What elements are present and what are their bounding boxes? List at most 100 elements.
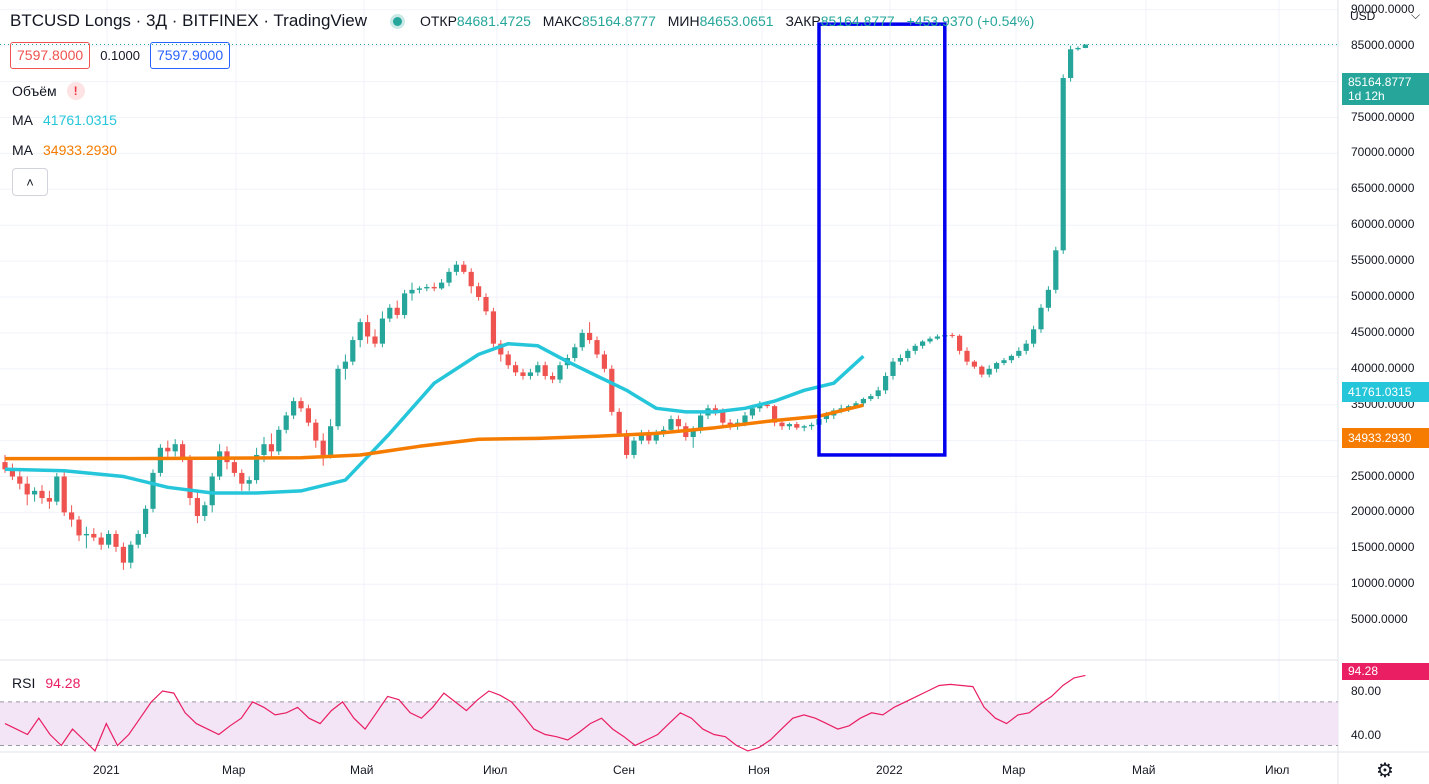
candle-body [468, 271, 474, 287]
candle [372, 329, 378, 348]
settings-gear-icon[interactable]: ⚙ [1376, 760, 1394, 782]
candle [402, 289, 408, 319]
candle [172, 439, 178, 457]
candle-body [335, 368, 341, 427]
candle-body [1068, 49, 1074, 79]
price-tick-label: 70000.0000 [1351, 145, 1415, 160]
candle-body [143, 508, 149, 534]
candle [986, 365, 992, 378]
candle [128, 541, 134, 569]
ma2-price-tag: 34933.2930 [1342, 428, 1429, 448]
candle-body [180, 444, 186, 459]
chevron-up-icon: ˄ [26, 174, 34, 190]
candle-body [624, 433, 630, 455]
candle-body [239, 472, 245, 484]
candle-body [868, 396, 874, 399]
candle [631, 437, 637, 459]
candle [387, 304, 393, 323]
candle [520, 368, 526, 380]
candle [54, 472, 60, 506]
candle-body [994, 363, 1000, 369]
candle [431, 282, 437, 292]
buy-button[interactable]: 7597.9000 [149, 42, 231, 69]
candle [594, 336, 600, 359]
ma2-legend[interactable]: MA 34933.2930 [12, 142, 117, 158]
candle-body [172, 444, 178, 452]
candle-body [986, 368, 992, 375]
candle [572, 343, 578, 362]
candle-body [498, 343, 504, 355]
high-label: МАКС [542, 13, 582, 29]
candle [868, 393, 874, 402]
spread-value: 0.1000 [100, 48, 140, 63]
candle-body [579, 332, 585, 348]
candle-body [1031, 329, 1037, 344]
candle [609, 365, 615, 416]
candle [513, 361, 519, 376]
candle [934, 334, 940, 341]
candle-body [698, 415, 704, 430]
candle [409, 282, 415, 301]
candle-body [379, 318, 385, 344]
candle [46, 490, 52, 509]
symbol-title[interactable]: BTCUSD Longs · 3Д · BITFINEX · TradingVi… [10, 11, 367, 30]
candle [217, 444, 223, 481]
volume-legend[interactable]: Объём ! [12, 82, 85, 100]
ma1-legend[interactable]: MA 41761.0315 [12, 112, 117, 128]
price-tick-label: 10000.0000 [1351, 576, 1415, 591]
candle [365, 314, 371, 344]
candle [1045, 286, 1051, 312]
market-status-icon [392, 16, 402, 26]
candle-body [890, 361, 896, 376]
candle-body [217, 451, 223, 477]
candle [83, 526, 89, 549]
candle [579, 329, 585, 351]
candle [542, 361, 548, 380]
candle [298, 397, 304, 412]
candle-body [261, 444, 267, 455]
candle [379, 311, 385, 348]
candle-body [912, 345, 918, 351]
time-tick-label: Июл [1265, 763, 1290, 777]
chevron-down-icon[interactable]: ⌵ [1411, 8, 1421, 22]
candle [283, 411, 289, 434]
candle-body [964, 350, 970, 362]
rsi-legend[interactable]: RSI 94.28 [12, 675, 80, 691]
candle-body [883, 375, 889, 391]
candle-body [875, 390, 881, 397]
candle [32, 487, 38, 502]
price-tick-label: 85000.0000 [1351, 37, 1415, 52]
candle-body [764, 404, 770, 407]
candle [949, 332, 955, 338]
candle [897, 354, 903, 366]
time-tick-label: Июл [483, 763, 508, 777]
open-label: ОТКР [419, 13, 457, 29]
candle-body [328, 426, 334, 455]
last-price-tag: 85164.8777 1d 12h [1342, 73, 1429, 105]
candle-body [557, 365, 563, 380]
candle-body [165, 447, 171, 452]
ma2-value: 34933.2930 [43, 142, 117, 158]
candle-body [957, 335, 963, 351]
collapse-legend-button[interactable]: ˄ [12, 168, 48, 196]
candle-body [61, 476, 67, 513]
warning-icon[interactable]: ! [66, 82, 85, 100]
candle [1023, 340, 1029, 355]
candle [254, 447, 260, 484]
candle-body [254, 454, 260, 481]
candle-body [535, 365, 541, 373]
highlight-rectangle [817, 22, 947, 457]
candle-body [779, 422, 785, 427]
candle-body [424, 286, 430, 289]
candle-body [106, 533, 112, 545]
candle [150, 469, 156, 513]
volume-label: Объём [12, 83, 57, 99]
sell-button[interactable]: 7597.8000 [10, 42, 91, 69]
candle [979, 365, 985, 378]
candle-body [1060, 78, 1066, 251]
currency-selector[interactable]: USD [1350, 9, 1376, 23]
candle [268, 433, 274, 459]
price-tick-label: 55000.0000 [1351, 253, 1415, 268]
candle-body [69, 512, 75, 520]
